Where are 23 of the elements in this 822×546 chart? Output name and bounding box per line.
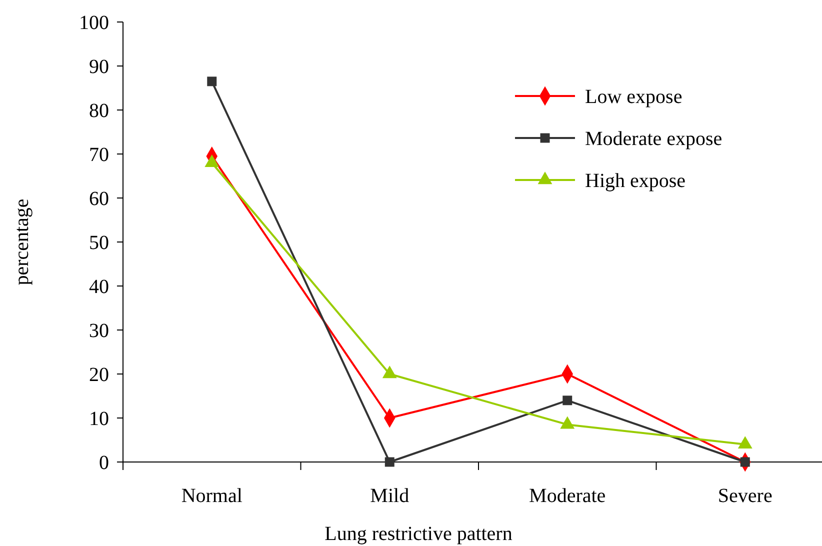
y-tick-label: 20 <box>89 364 109 386</box>
y-tick-label: 100 <box>79 12 109 34</box>
y-tick-label: 40 <box>89 276 109 298</box>
legend-label: High expose <box>585 170 686 192</box>
y-tick-label: 90 <box>89 56 109 78</box>
y-tick-label: 50 <box>89 232 109 254</box>
y-tick-label: 10 <box>89 408 109 430</box>
x-tick-label: Normal <box>181 485 243 507</box>
x-tick-label: Severe <box>718 485 772 507</box>
point <box>384 457 394 467</box>
legend-label: Moderate expose <box>585 128 722 150</box>
y-tick-label: 60 <box>89 188 109 210</box>
y-tick-label: 30 <box>89 320 109 342</box>
y-axis-title: percentage <box>11 198 33 286</box>
x-axis-title: Lung restrictive pattern <box>324 523 512 545</box>
point <box>562 396 572 406</box>
point <box>207 76 217 86</box>
y-tick-label: 80 <box>89 100 109 122</box>
x-tick-label: Mild <box>370 485 410 507</box>
y-tick-label: 70 <box>89 144 109 166</box>
y-tick-label: 0 <box>99 452 109 474</box>
legend-label: Low expose <box>585 86 682 108</box>
x-tick-label: Moderate <box>529 485 606 507</box>
